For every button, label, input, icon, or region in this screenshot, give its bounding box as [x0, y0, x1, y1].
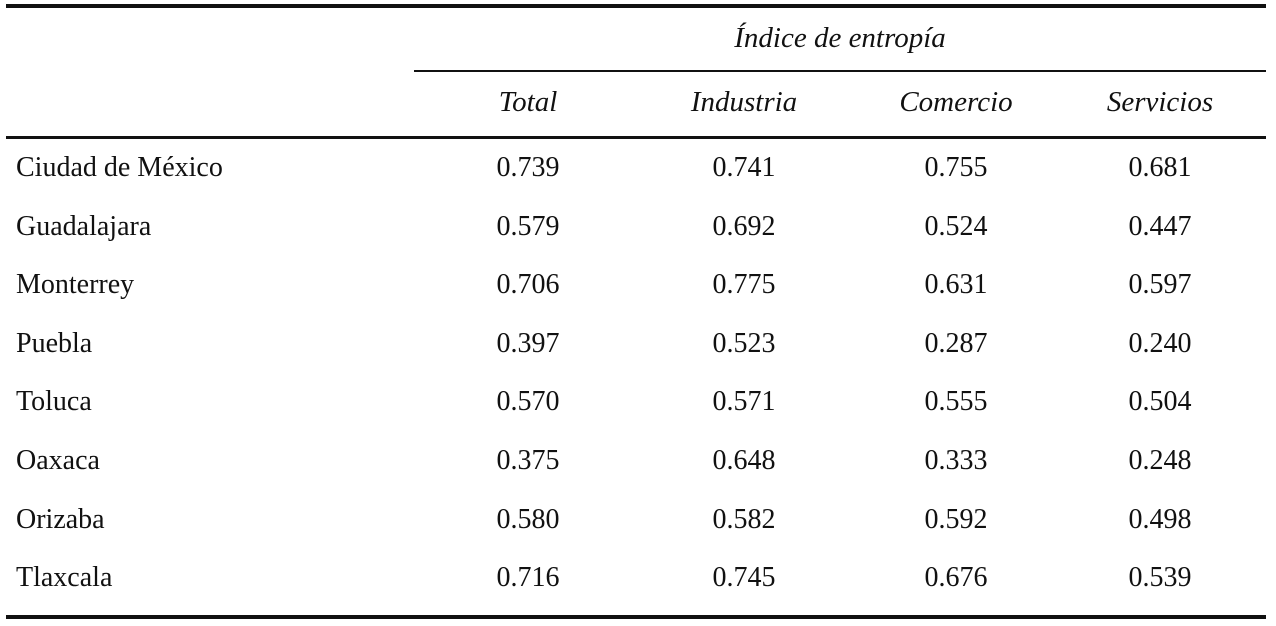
- cell-servicios: 0.681: [1128, 152, 1192, 183]
- cell-industria: 0.571: [712, 386, 776, 417]
- column-header-industria: Industria: [690, 86, 798, 118]
- cell-total: 0.579: [496, 211, 560, 242]
- cell-comercio: 0.592: [924, 504, 988, 535]
- row-label: Puebla: [16, 328, 93, 359]
- cell-industria: 0.582: [712, 504, 776, 535]
- table-row: Ciudad de México 0.739 0.741 0.755 0.681: [0, 140, 1276, 198]
- row-label: Orizaba: [16, 504, 105, 535]
- cell-servicios: 0.597: [1128, 269, 1192, 300]
- cell-industria: 0.692: [712, 211, 776, 242]
- table-bottom-rule: [6, 615, 1266, 619]
- cell-total: 0.716: [496, 562, 560, 593]
- cell-comercio: 0.555: [924, 386, 988, 417]
- cell-servicios: 0.539: [1128, 562, 1192, 593]
- row-label: Oaxaca: [16, 445, 100, 476]
- cell-servicios: 0.504: [1128, 386, 1192, 417]
- group-header-rule: [414, 70, 1266, 72]
- table-top-rule: [6, 4, 1266, 8]
- cell-comercio: 0.755: [924, 152, 988, 183]
- row-label: Toluca: [16, 386, 92, 417]
- row-label: Ciudad de México: [16, 152, 223, 183]
- cell-industria: 0.648: [712, 445, 776, 476]
- cell-servicios: 0.447: [1128, 211, 1192, 242]
- cell-total: 0.397: [496, 328, 560, 359]
- cell-total: 0.739: [496, 152, 560, 183]
- cell-industria: 0.745: [712, 562, 776, 593]
- group-header: Índice de entropía: [734, 22, 946, 54]
- cell-total: 0.580: [496, 504, 560, 535]
- table-row: Orizaba 0.580 0.582 0.592 0.498: [0, 492, 1276, 550]
- table-row: Monterrey 0.706 0.775 0.631 0.597: [0, 257, 1276, 315]
- table-row: Tlaxcala 0.716 0.745 0.676 0.539: [0, 550, 1276, 608]
- table-row: Puebla 0.397 0.523 0.287 0.240: [0, 316, 1276, 374]
- cell-total: 0.375: [496, 445, 560, 476]
- cell-comercio: 0.676: [924, 562, 988, 593]
- table-row: Toluca 0.570 0.571 0.555 0.504: [0, 374, 1276, 432]
- column-header-comercio: Comercio: [899, 86, 1013, 118]
- row-label: Monterrey: [16, 269, 135, 300]
- row-label: Guadalajara: [16, 211, 152, 242]
- cell-industria: 0.523: [712, 328, 776, 359]
- cell-servicios: 0.248: [1128, 445, 1192, 476]
- cell-comercio: 0.631: [924, 269, 988, 300]
- cell-comercio: 0.524: [924, 211, 988, 242]
- cell-servicios: 0.498: [1128, 504, 1192, 535]
- header-rule: [6, 136, 1266, 139]
- cell-total: 0.706: [496, 269, 560, 300]
- cell-total: 0.570: [496, 386, 560, 417]
- row-label: Tlaxcala: [16, 562, 113, 593]
- column-header-servicios: Servicios: [1106, 86, 1214, 118]
- cell-comercio: 0.287: [924, 328, 988, 359]
- cell-industria: 0.775: [712, 269, 776, 300]
- column-header-total: Total: [498, 86, 558, 118]
- cell-servicios: 0.240: [1128, 328, 1192, 359]
- cell-industria: 0.741: [712, 152, 776, 183]
- cell-comercio: 0.333: [924, 445, 988, 476]
- table-row: Guadalajara 0.579 0.692 0.524 0.447: [0, 199, 1276, 257]
- table-row: Oaxaca 0.375 0.648 0.333 0.248: [0, 433, 1276, 491]
